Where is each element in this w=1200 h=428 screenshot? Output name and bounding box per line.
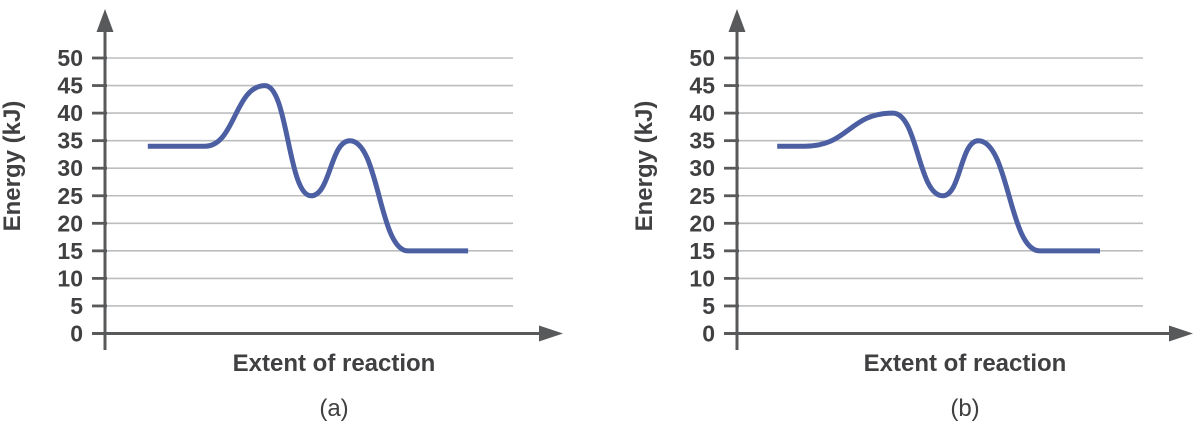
y-tick-label-25: 25: [57, 183, 83, 209]
y-tick-label-40: 40: [689, 100, 715, 126]
y-tick-label-15: 15: [57, 238, 83, 264]
y-tick-label-5: 5: [702, 293, 715, 319]
energy-diagram-a: 0 5 10 15 20 25 30 35 40 45 50 Energy (kJ) Extent …: [0, 9, 563, 422]
energy-profile-curve: [777, 110, 1100, 254]
y-axis-arrowhead-icon: [728, 9, 746, 32]
y-axis-arrowhead-icon: [96, 9, 114, 32]
y-tick-label-10: 10: [57, 265, 83, 291]
y-tick-label-0: 0: [702, 321, 715, 347]
y-tick-label-50: 50: [689, 45, 715, 71]
y-tick-label-50: 50: [57, 45, 83, 71]
y-tick-label-30: 30: [689, 155, 715, 181]
y-tick-label-10: 10: [689, 265, 715, 291]
gridlines: [105, 57, 513, 307]
y-tick-label-25: 25: [689, 183, 715, 209]
y-tick-label-45: 45: [689, 73, 715, 99]
y-tick-label-30: 30: [57, 155, 83, 181]
energy-profile-curve: [147, 83, 469, 254]
gridlines: [737, 57, 1143, 307]
y-axis-title: Energy (kJ): [0, 101, 26, 232]
y-tick-label-35: 35: [57, 128, 83, 154]
y-tick-label-40: 40: [57, 100, 83, 126]
x-axis-arrowhead-icon: [1169, 325, 1193, 342]
y-tick-label-20: 20: [689, 210, 715, 236]
energy-diagram-b: 0 5 10 15 20 25 30 35 40 45 50 Energy (kJ) Extent …: [600, 0, 1200, 428]
chart-sublabel-b: (b): [950, 395, 979, 422]
x-axis-title: Extent of reaction: [233, 350, 436, 377]
y-tick-label-15: 15: [689, 238, 715, 264]
y-tick-label-35: 35: [689, 128, 715, 154]
y-tick-label-0: 0: [70, 321, 83, 347]
y-tick-label-45: 45: [57, 73, 83, 99]
y-axis-title: Energy (kJ): [631, 101, 658, 232]
x-axis-arrowhead-icon: [539, 325, 563, 342]
y-tick-label-20: 20: [57, 210, 83, 236]
y-tick-label-5: 5: [70, 293, 83, 319]
x-axis-title: Extent of reaction: [864, 350, 1067, 377]
chart-sublabel-a: (a): [319, 395, 348, 422]
